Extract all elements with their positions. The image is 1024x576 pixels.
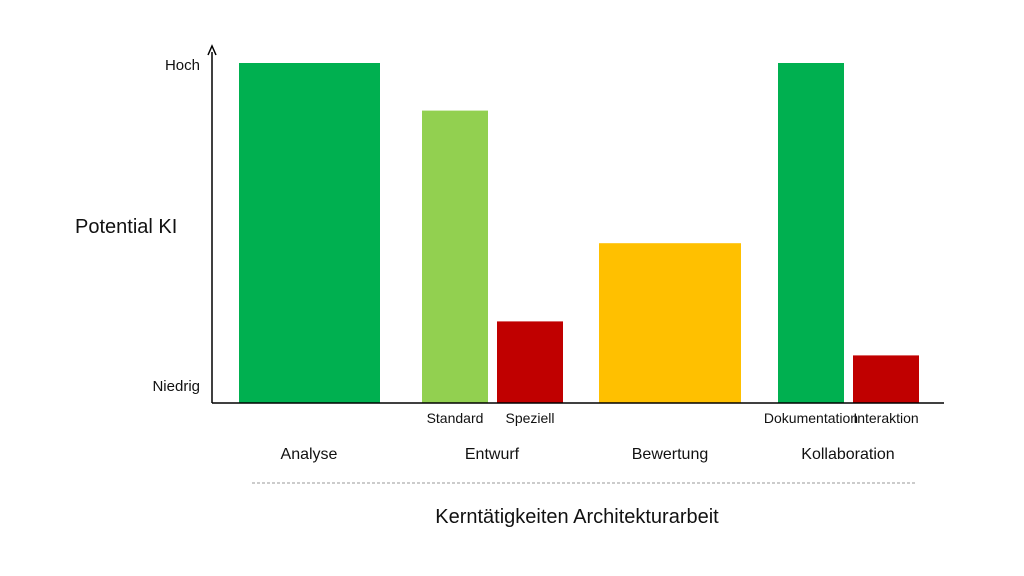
y-tick-label-high: Hoch [165, 57, 200, 74]
bar-label-standard: Standard [427, 410, 484, 426]
bar-analyse [239, 63, 380, 403]
category-label-entwurf: Entwurf [465, 446, 520, 463]
category-label-kollaboration: Kollaboration [801, 446, 894, 463]
bar-label-speziell: Speziell [505, 410, 554, 426]
y-axis-arrow-icon [207, 44, 217, 56]
bar-label-dokumentation: Dokumentation [764, 410, 858, 426]
bar-bewertung [599, 243, 741, 403]
category-label-group: Analyse Entwurf Bewertung Kollaboration [281, 446, 895, 463]
category-label-analyse: Analyse [281, 446, 338, 463]
bar-entwurf-standard [422, 110, 488, 403]
bar-kollaboration-dokumentation [778, 63, 844, 403]
bar-entwurf-speziell [497, 321, 563, 403]
bar-kollaboration-interaktion [853, 355, 919, 403]
y-axis-title: Potential KI [75, 216, 177, 238]
category-label-bewertung: Bewertung [632, 446, 709, 463]
bar-label-interaktion: Interaktion [853, 410, 918, 426]
x-axis-title: Kerntätigkeiten Architekturarbeit [435, 506, 719, 528]
y-tick-label-low: Niedrig [152, 378, 200, 395]
bar-group [239, 63, 919, 403]
